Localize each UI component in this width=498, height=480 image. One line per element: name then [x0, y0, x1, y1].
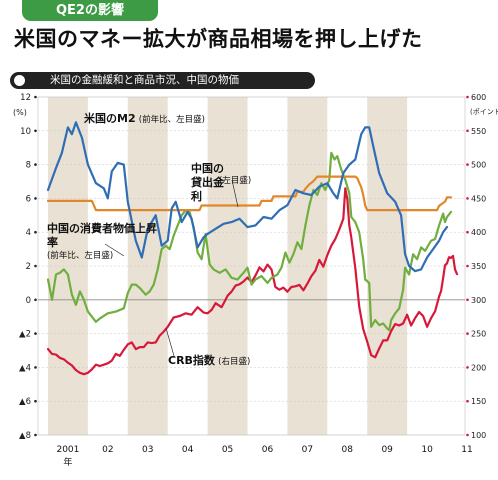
x-tick-label: 05 [222, 445, 233, 455]
left-tick-label: ▲6 [19, 397, 31, 407]
x-tick-label: 10 [421, 445, 433, 455]
left-tick-label: ▲8 [19, 431, 31, 441]
right-tick-label: 550 [471, 127, 486, 136]
x-tick-label: 2001 [56, 445, 79, 455]
left-tick-label: 10 [20, 127, 31, 137]
right-tick-label: 150 [471, 397, 486, 406]
left-tick-dot [34, 433, 37, 437]
cpi-series-line [46, 151, 453, 332]
section-tag: QE2の影響 [22, 0, 158, 21]
x-axis: 2001 02 03 04 05 06 07 08 09 10 11 年 [56, 445, 472, 468]
cpi-series-name: 中国の消費者物価上昇率 [47, 222, 157, 249]
m2-series-note: (前年比、左目盛) [138, 115, 205, 125]
right-tick-dot [466, 95, 469, 99]
x-tick-label: 02 [102, 445, 113, 455]
gridline-layer [38, 96, 465, 436]
right-axis-unit: (ポイント) [470, 108, 498, 116]
x-tick-label: 04 [182, 445, 194, 455]
right-tick-dot [466, 163, 469, 166]
left-tick-dot [34, 129, 37, 133]
lending-series-label: 中国の貸出金利 [191, 162, 231, 204]
lending-leader-line [231, 179, 239, 208]
crb-series-name: CRB指数 [168, 354, 215, 367]
left-axis: ▲8 ▲6 ▲4 ▲2 0 2 4 6 8 10 12 (%) [13, 93, 37, 441]
x-tick-label: 09 [381, 445, 393, 455]
left-tick-label: 8 [26, 161, 31, 171]
right-tick-label: 250 [471, 330, 486, 339]
left-tick-dot [34, 163, 37, 166]
right-tick-label: 500 [471, 161, 486, 170]
left-tick-label: 0 [26, 296, 31, 306]
right-tick-dot [466, 366, 469, 369]
left-tick-label: 2 [26, 262, 31, 272]
left-tick-dot [34, 332, 37, 335]
series-layer [46, 121, 459, 376]
right-tick-dot [466, 332, 469, 335]
right-tick-label: 600 [471, 93, 486, 102]
crb-leader-line [165, 327, 175, 357]
crb-series-line [46, 187, 459, 376]
left-tick-label: ▲2 [19, 330, 31, 340]
left-tick-dot [34, 95, 37, 99]
x-tick-label: 03 [142, 445, 153, 455]
page-title: 米国のマネー拡大が商品相場を押し上げた [14, 26, 423, 51]
right-tick-dot [466, 433, 469, 437]
right-axis: 100 150 200 250 300 350 400 450 500 550 600 (ポイント) [466, 93, 498, 440]
left-tick-dot [34, 230, 37, 234]
chart-subtitle-bar: 米国の金融緩和と商品市況、中国の物価 [10, 72, 315, 89]
m2-series-label: 米国のM2 (前年比、左目盛) [84, 112, 205, 127]
left-tick-dot [34, 399, 37, 403]
right-tick-dot [466, 197, 469, 200]
lending-series-line [46, 175, 453, 212]
left-tick-dot [34, 366, 37, 369]
left-tick-label: 6 [26, 194, 31, 204]
left-tick-label: ▲4 [19, 363, 31, 373]
right-tick-label: 300 [471, 296, 486, 305]
right-tick-dot [466, 264, 469, 268]
left-tick-dot [34, 197, 37, 200]
right-tick-dot [466, 129, 469, 133]
right-tick-label: 200 [471, 363, 486, 372]
right-tick-dot [466, 230, 469, 234]
m2-series-name: 米国のM2 [84, 112, 136, 125]
right-tick-label: 400 [471, 228, 486, 237]
left-axis-unit: (%) [13, 108, 27, 117]
lending-series-name: 中国の貸出金利 [191, 162, 224, 203]
right-tick-label: 450 [471, 194, 486, 203]
right-tick-dot [466, 298, 469, 302]
x-axis-year-suffix: 年 [63, 456, 72, 468]
left-tick-dot [34, 264, 37, 268]
left-tick-dot [34, 298, 37, 302]
m2-series-line [46, 121, 449, 273]
label-leader-layer [104, 179, 239, 357]
x-tick-label: 07 [302, 445, 313, 455]
x-tick-label: 06 [262, 445, 274, 455]
x-tick-label: 11 [461, 445, 472, 455]
x-tick-label: 08 [342, 445, 354, 455]
right-tick-label: 100 [471, 431, 486, 440]
cpi-leader-line [104, 243, 125, 257]
lending-series-note: (左目盛) [219, 176, 252, 186]
left-tick-label: 12 [20, 93, 31, 103]
cpi-series-label: 中国の消費者物価上昇率 [47, 222, 159, 250]
crb-series-label: CRB指数 (右目盛) [168, 354, 250, 369]
crb-series-note: (右目盛) [218, 357, 251, 367]
left-tick-label: 4 [26, 228, 31, 238]
right-tick-label: 350 [471, 262, 486, 271]
cpi-series-note: (前年比、左目盛) [47, 251, 114, 261]
right-tick-dot [466, 399, 469, 403]
